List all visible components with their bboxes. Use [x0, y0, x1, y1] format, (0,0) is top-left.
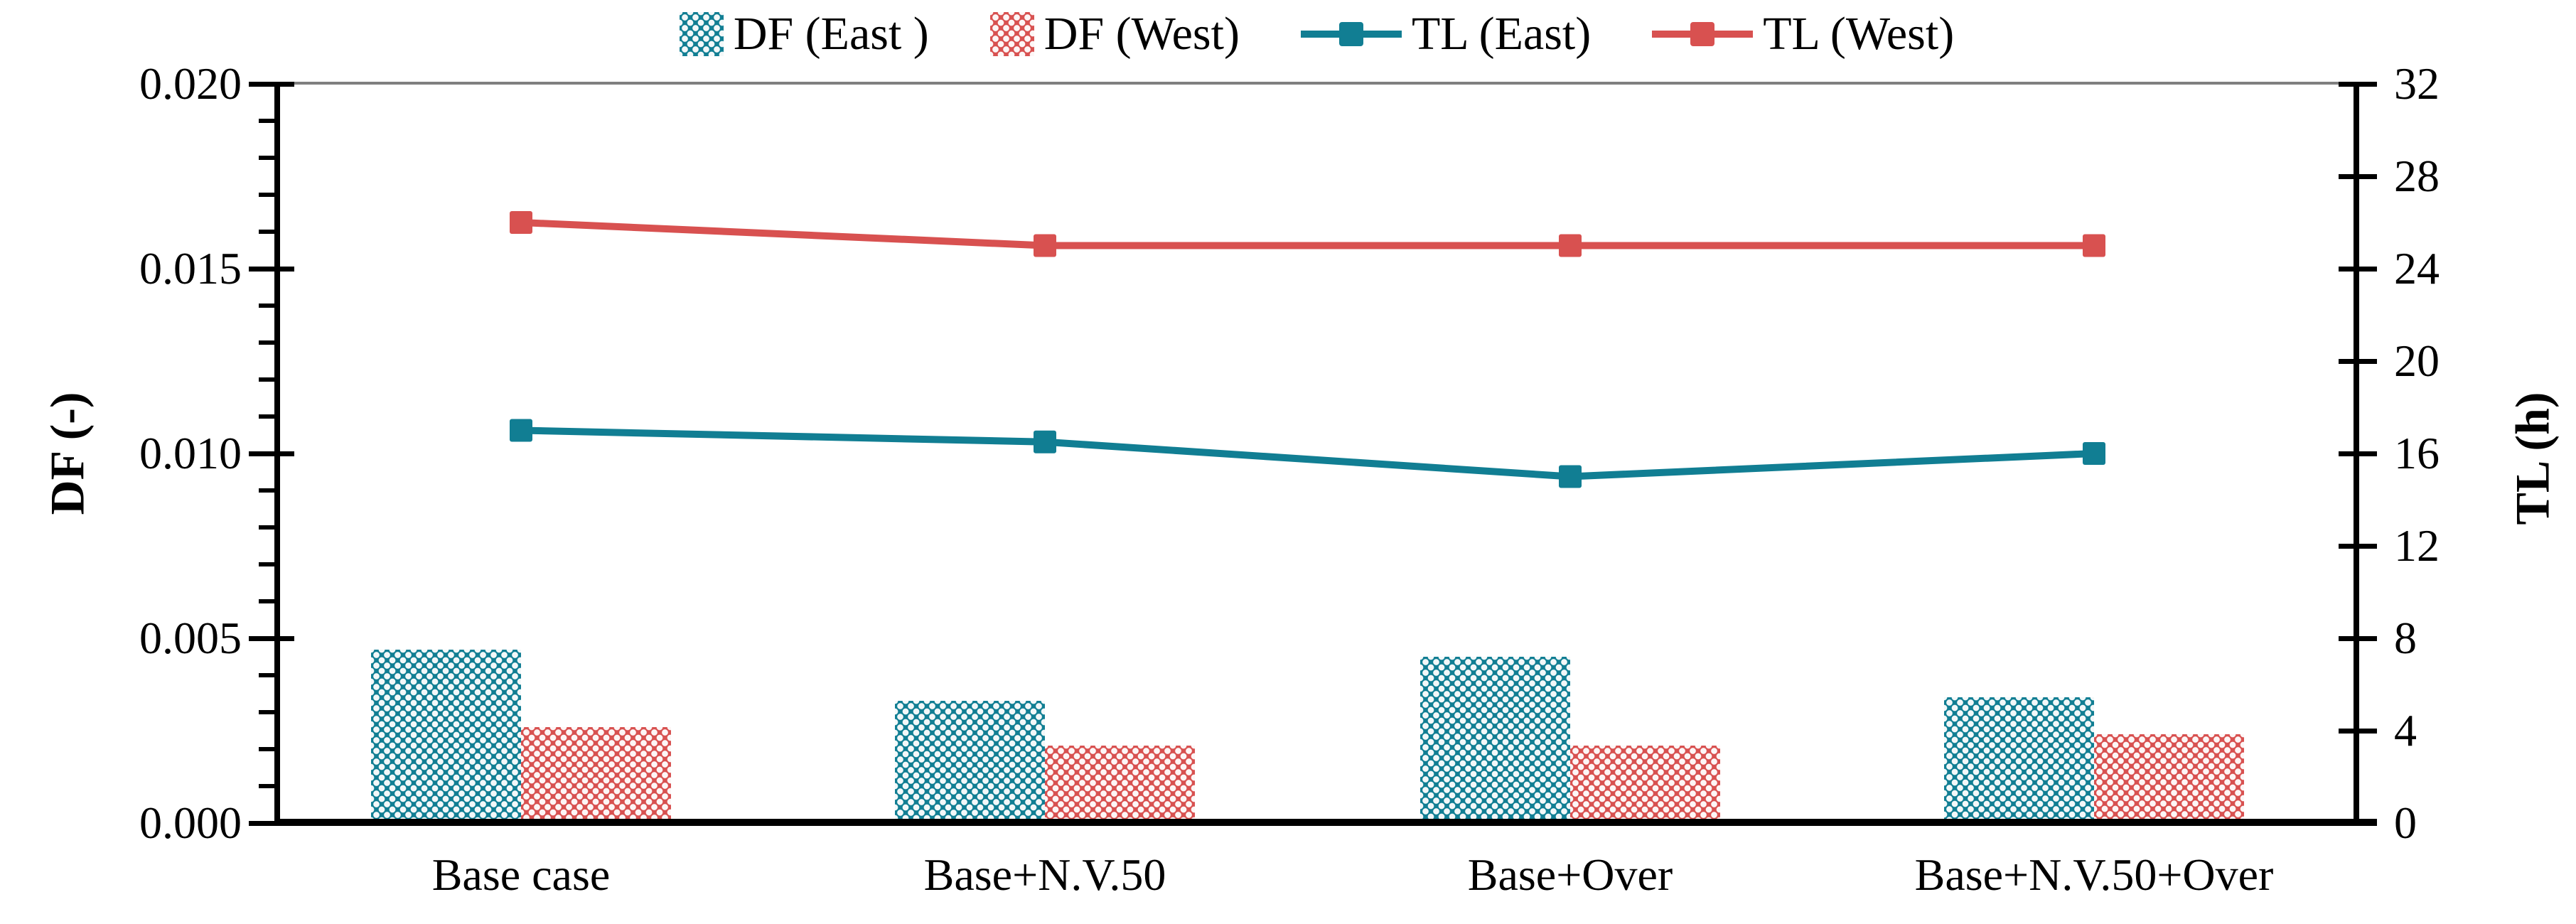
x-category-label: Base+Over [1467, 849, 1673, 900]
left-minor-tick [259, 119, 280, 123]
right-major-tick [2339, 173, 2377, 179]
left-major-tick [249, 451, 294, 456]
left-tick-label: 0.005 [139, 613, 242, 663]
marker-east-icon [1559, 465, 1582, 488]
left-minor-tick [259, 562, 280, 566]
legend-item-4: TL (West) [1652, 11, 1954, 58]
legend-item-2: DF (West) [989, 8, 1240, 60]
legend-bar-swatch-icon [989, 12, 1034, 56]
line-series-overlay [510, 211, 2105, 488]
right-tick-label: 20 [2394, 335, 2440, 386]
marker-east-icon [1034, 430, 1056, 453]
legend-label: TL (West) [1763, 8, 1955, 60]
legend-label: DF (East ) [733, 8, 929, 60]
left-minor-tick [259, 710, 280, 714]
right-major-tick [2339, 451, 2377, 456]
x-category-label: Base case [431, 849, 611, 900]
bar-west-1 [521, 726, 671, 823]
left-major-tick [249, 820, 294, 826]
legend-bar-swatch-icon [679, 12, 724, 56]
left-minor-tick [259, 193, 280, 197]
left-minor-tick [259, 377, 280, 382]
legend-label: TL (East) [1411, 8, 1592, 60]
legend-line-swatch-icon [1300, 12, 1402, 56]
left-minor-tick [259, 156, 280, 160]
left-tick-label: 0.015 [139, 243, 242, 294]
left-major-tick [249, 81, 294, 87]
bottom-axis-line [274, 819, 2377, 826]
plot-top-border [277, 82, 2356, 85]
legend-item-1: DF (East ) [679, 8, 929, 60]
left-minor-tick [259, 525, 280, 530]
left-minor-tick [259, 303, 280, 308]
line-east [520, 426, 2095, 480]
marker-west-icon [1034, 234, 1056, 257]
left-minor-tick [259, 414, 280, 419]
bar-east-3 [1420, 657, 1570, 823]
left-minor-tick [259, 673, 280, 677]
x-category-label: Base+N.V.50 [923, 849, 1166, 900]
marker-west-icon [510, 211, 532, 234]
marker-west-icon [2083, 234, 2105, 257]
left-tick-label: 0.000 [139, 797, 242, 848]
marker-east-icon [510, 419, 532, 442]
right-major-tick [2339, 543, 2377, 549]
right-axis-title: TL (h) [2505, 392, 2560, 525]
bar-east-1 [371, 649, 521, 823]
x-category-label: Base+N.V.50+Over [1914, 849, 2274, 900]
right-major-tick [2339, 266, 2377, 272]
right-tick-label: 16 [2394, 428, 2440, 478]
left-major-tick [249, 635, 294, 641]
right-tick-label: 28 [2394, 151, 2440, 201]
left-minor-tick [259, 784, 280, 788]
left-minor-tick [259, 340, 280, 345]
right-major-tick [2339, 728, 2377, 734]
right-tick-label: 0 [2394, 797, 2417, 848]
legend: DF (East ) DF (West) TL (East) TL (West) [277, 1, 2356, 67]
marker-west-icon [1559, 234, 1582, 257]
legend-line-swatch-icon [1652, 12, 1754, 56]
marker-east-icon [2083, 442, 2105, 465]
left-tick-label: 0.020 [139, 58, 242, 109]
left-minor-tick [259, 747, 280, 751]
legend-line-marker-icon [1690, 22, 1715, 46]
legend-item-3: TL (East) [1300, 8, 1592, 60]
line-west [520, 219, 2094, 249]
left-major-tick [249, 266, 294, 272]
legend-label: DF (West) [1043, 8, 1240, 60]
bar-west-3 [1570, 745, 1720, 823]
legend-line-marker-icon [1338, 22, 1363, 46]
bar-east-4 [1944, 697, 2094, 823]
right-tick-label: 4 [2394, 705, 2417, 756]
bar-west-2 [1045, 745, 1195, 823]
right-major-tick [2339, 358, 2377, 364]
bar-west-4 [2094, 734, 2244, 823]
left-tick-label: 0.010 [139, 428, 242, 478]
left-minor-tick [259, 488, 280, 493]
right-major-tick [2339, 81, 2377, 87]
left-minor-tick [259, 599, 280, 603]
right-major-tick [2339, 635, 2377, 641]
left-axis-title: DF (-) [40, 392, 95, 515]
right-tick-label: 8 [2394, 613, 2417, 663]
right-tick-label: 32 [2394, 58, 2440, 109]
right-tick-label: 24 [2394, 243, 2440, 294]
right-tick-label: 12 [2394, 520, 2440, 571]
bar-east-2 [895, 701, 1045, 823]
left-minor-tick [259, 230, 280, 234]
